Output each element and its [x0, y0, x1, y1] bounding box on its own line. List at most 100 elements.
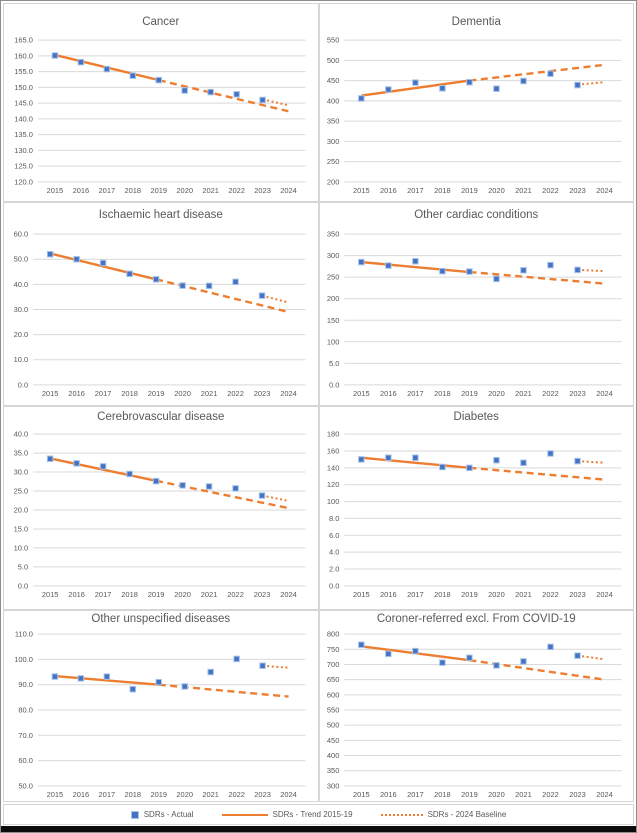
x-tick-label: 2015: [353, 186, 370, 195]
y-tick-label: 160: [326, 446, 338, 455]
x-tick-label: 2019: [461, 790, 478, 799]
chart-panel-ischaemic-heart-disease: Ischaemic heart disease 60.0 50.0 40.0 30.0…: [3, 202, 319, 406]
trend-line-solid: [360, 79, 470, 97]
legend-solid-line-icon: [221, 813, 268, 816]
x-tick-label: 2020: [174, 590, 191, 599]
x-tick-label: 2023: [254, 389, 271, 398]
actual-data-point: [465, 654, 473, 662]
y-tick-label: 450: [326, 736, 338, 745]
trend-line-solid: [360, 456, 470, 470]
actual-data-point: [129, 686, 137, 693]
x-tick-label: 2021: [515, 186, 532, 195]
x-tick-label: 2020: [488, 590, 505, 599]
baseline-dotted-line: [261, 494, 289, 502]
y-tick-label: 550: [326, 705, 338, 714]
actual-data-point: [258, 492, 266, 499]
x-tick-label: 2022: [228, 790, 245, 799]
y-tick-label: 160.0: [14, 51, 33, 60]
actual-data-point: [155, 76, 162, 84]
y-tick-label: 120: [326, 480, 338, 489]
y-tick-label: 0.0: [18, 581, 28, 590]
y-tick-label: 600: [326, 690, 338, 699]
x-tick-label: 2022: [542, 590, 559, 599]
chart-panel-cancer: Cancer 165.0 160.0 155.0 150.0 145.0 140.0 135…: [3, 3, 319, 202]
actual-data-point: [152, 276, 160, 283]
x-tick-label: 2023: [569, 790, 586, 799]
chart-plot-other-cardiac-conditions: 350 300 250 200 150 100 5.0 0.0 2015 2016 2017 2018…: [326, 230, 622, 398]
x-tick-label: 2018: [434, 790, 451, 799]
y-tick-label: 8.0: [328, 514, 338, 523]
actual-data-point: [259, 96, 266, 104]
x-tick-label: 2020: [176, 186, 193, 195]
x-tick-label: 2018: [121, 590, 138, 599]
actual-data-point: [384, 262, 392, 269]
chart-plot-coroner-referred: 800 750 700 650 600 550 500 450 400 350 300 2015 201…: [326, 630, 622, 799]
actual-data-point: [492, 275, 500, 283]
x-tick-label: 2021: [202, 790, 219, 799]
x-tick-label: 2021: [515, 590, 532, 599]
x-tick-label: 2021: [515, 389, 532, 398]
window-bottom-edge: [1, 826, 636, 832]
actual-data-point: [492, 85, 500, 92]
actual-data-point: [438, 267, 446, 275]
chart-title-other-cardiac-conditions: Other cardiac conditions: [414, 209, 539, 221]
x-tick-label: 2020: [488, 186, 505, 195]
y-tick-label: 300: [326, 251, 338, 260]
actual-data-point: [179, 282, 186, 289]
baseline-dotted-line: [576, 268, 605, 273]
y-tick-label: 5.0: [18, 562, 28, 571]
x-tick-label: 2023: [569, 389, 586, 398]
y-tick-label: 135.0: [14, 130, 33, 139]
y-tick-label: 200: [326, 177, 338, 186]
y-tick-label: 10.0: [14, 355, 29, 364]
actual-data-point: [73, 460, 80, 467]
trend-line-solid: [54, 674, 159, 686]
x-tick-label: 2022: [227, 389, 244, 398]
x-tick-label: 2018: [434, 186, 451, 195]
y-tick-label: 750: [326, 645, 338, 654]
y-tick-label: 400: [326, 751, 338, 760]
trend-line-dashed: [468, 270, 605, 285]
y-tick-label: 30.0: [14, 468, 29, 477]
y-tick-label: 550: [326, 36, 338, 45]
x-tick-label: 2020: [176, 790, 193, 799]
x-tick-label: 2017: [99, 790, 116, 799]
x-tick-label: 2024: [596, 389, 613, 398]
y-tick-label: 0.0: [328, 581, 338, 590]
y-tick-label: 350: [326, 117, 338, 126]
x-tick-label: 2023: [569, 590, 586, 599]
chart-plot-diabetes: 180 160 140 120 100 8.0 6.0 4.0 2.0 0.0 2015 2016 20…: [326, 430, 622, 599]
chart-title-coroner-referred: Coroner-referred excl. From COVID-19: [376, 613, 576, 625]
x-tick-label: 2023: [254, 790, 271, 799]
y-tick-label: 120.0: [14, 177, 33, 186]
actual-data-point: [233, 655, 240, 663]
y-tick-label: 20.0: [14, 505, 29, 514]
actual-data-point: [384, 650, 392, 658]
x-tick-label: 2015: [353, 790, 370, 799]
y-tick-label: 30.0: [14, 305, 29, 314]
y-tick-label: 25.0: [14, 487, 29, 496]
y-tick-label: 125.0: [14, 162, 33, 171]
baseline-dotted-line: [261, 294, 289, 304]
x-tick-label: 2023: [254, 186, 271, 195]
chart-plot-other-unspecified-diseases: 110.0 100.0 90.0 80.0 70.0 60.0 50.0 2015 2016 20…: [14, 630, 306, 799]
actual-data-point: [181, 683, 188, 690]
y-tick-label: 300: [326, 781, 338, 790]
actual-data-point: [384, 454, 392, 461]
y-tick-label: 60.0: [14, 230, 29, 239]
x-tick-label: 2024: [596, 790, 613, 799]
y-tick-label: 100: [326, 337, 338, 346]
y-tick-label: 150.0: [14, 83, 33, 92]
legend-item-actual: SDRs - Actual: [130, 810, 194, 819]
x-tick-label: 2016: [380, 389, 397, 398]
x-tick-label: 2017: [99, 186, 116, 195]
legend-label-actual: SDRs - Actual: [143, 810, 194, 819]
trend-line-dashed: [158, 78, 289, 113]
actual-data-point: [129, 72, 137, 79]
actual-data-point: [99, 259, 107, 267]
actual-data-point: [207, 88, 214, 96]
x-tick-label: 2016: [380, 590, 397, 599]
x-tick-label: 2018: [124, 790, 141, 799]
actual-data-point: [73, 255, 80, 263]
actual-data-point: [519, 658, 527, 665]
